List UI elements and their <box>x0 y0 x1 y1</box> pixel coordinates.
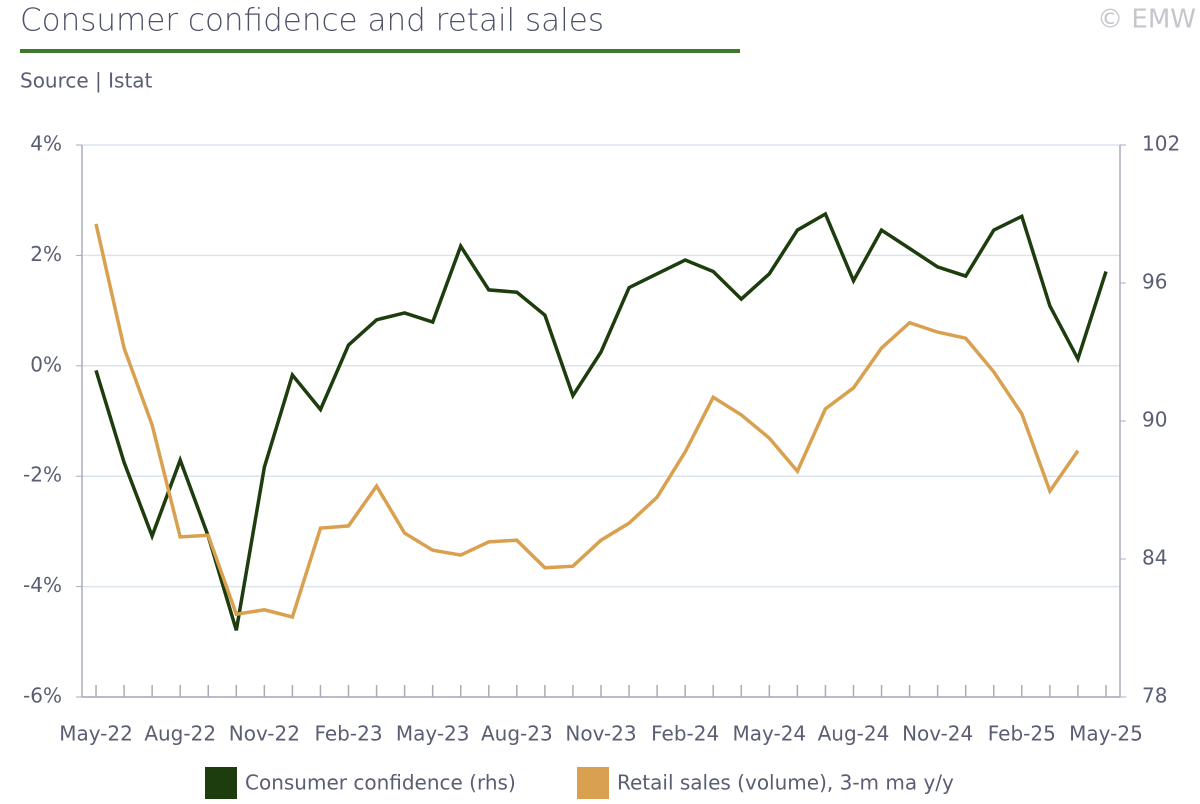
series-line <box>94 211 1108 631</box>
x-tick-label: May-24 <box>732 722 806 746</box>
x-tick-label: Feb-25 <box>988 722 1056 746</box>
x-tick-label: Aug-23 <box>481 722 553 746</box>
x-tick-label: Feb-24 <box>651 722 719 746</box>
y-tick-label: -2% <box>23 463 62 487</box>
legend-swatch <box>205 767 237 799</box>
x-tick-label: Nov-22 <box>229 722 300 746</box>
x-tick-label: Nov-24 <box>902 722 973 746</box>
legend-swatch <box>577 767 609 799</box>
x-tick-label: May-25 <box>1069 722 1143 746</box>
y2-tick-label: 78 <box>1142 684 1167 708</box>
y-tick-label: 0% <box>30 352 62 376</box>
y2-tick-label: 102 <box>1142 132 1180 156</box>
legend-label: Retail sales (volume), 3-m ma y/y <box>617 771 954 795</box>
y-tick-label: 2% <box>30 242 62 266</box>
title-underline <box>20 49 740 53</box>
x-tick-label: Nov-23 <box>565 722 636 746</box>
y2-tick-label: 84 <box>1142 546 1167 570</box>
y2-tick-label: 90 <box>1142 408 1167 432</box>
chart-subtitle: Source | Istat <box>20 69 153 93</box>
x-tick-label: Feb-23 <box>314 722 382 746</box>
y-tick-label: -4% <box>23 573 62 597</box>
chart-title: Consumer confidence and retail sales <box>20 3 604 39</box>
x-tick-label: May-22 <box>59 722 133 746</box>
series-line <box>94 223 1080 620</box>
x-tick-label: Aug-22 <box>144 722 216 746</box>
copyright: © EMW <box>1097 5 1196 35</box>
legend-label: Consumer confidence (rhs) <box>245 771 516 795</box>
x-tick-label: May-23 <box>396 722 470 746</box>
y-tick-label: 4% <box>30 132 62 156</box>
x-tick-label: Aug-24 <box>818 722 890 746</box>
y-tick-label: -6% <box>23 684 62 708</box>
y2-tick-label: 96 <box>1142 270 1167 294</box>
